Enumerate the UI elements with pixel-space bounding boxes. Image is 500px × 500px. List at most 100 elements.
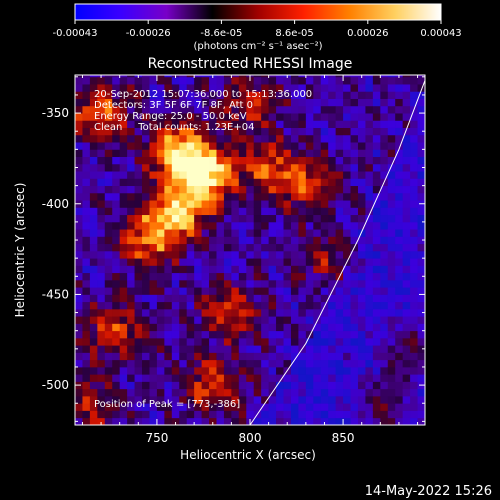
heatmap-cell — [298, 142, 307, 150]
heatmap-cell — [75, 417, 83, 425]
heatmap-cell — [231, 323, 240, 332]
heatmap-cell — [179, 352, 188, 361]
heatmap-cell — [75, 120, 83, 128]
heatmap-cell — [343, 272, 351, 281]
heatmap-cell — [268, 91, 277, 99]
heatmap-cell — [276, 171, 284, 179]
heatmap-cell — [372, 323, 381, 332]
heatmap-cell — [119, 200, 128, 208]
heatmap-cell — [313, 178, 322, 187]
heatmap-cell — [216, 149, 225, 157]
heatmap-cell — [201, 388, 210, 397]
heatmap-cell — [283, 345, 292, 353]
heatmap-cell — [305, 200, 314, 208]
heatmap-cell — [283, 272, 292, 281]
heatmap-cell — [410, 337, 418, 346]
heatmap-cell — [186, 229, 195, 237]
heatmap-cell — [268, 381, 277, 390]
heatmap-cell — [372, 214, 381, 223]
y-tick-label: -400 — [42, 197, 69, 211]
heatmap-cell — [305, 214, 314, 223]
heatmap-cell — [134, 366, 143, 375]
heatmap-cell — [186, 236, 195, 245]
heatmap-cell — [320, 192, 329, 201]
heatmap-cell — [290, 163, 299, 172]
heatmap-cell — [134, 200, 143, 208]
heatmap-cell — [305, 250, 314, 259]
heatmap-cell — [119, 359, 128, 368]
heatmap-cell — [290, 84, 299, 92]
heatmap-cell — [350, 330, 359, 339]
heatmap-cell — [104, 214, 113, 223]
heatmap-cell — [402, 163, 411, 172]
heatmap-cell — [97, 207, 106, 216]
heatmap-cell — [417, 316, 425, 324]
heatmap-cell — [223, 98, 232, 107]
heatmap-cell — [335, 75, 344, 78]
heatmap-cell — [194, 243, 202, 252]
heatmap-cell — [253, 388, 262, 397]
heatmap-cell — [89, 388, 98, 397]
heatmap-cell — [142, 142, 150, 150]
heatmap-cell — [75, 214, 83, 223]
heatmap-cell — [97, 192, 106, 201]
heatmap-cell — [387, 410, 396, 419]
heatmap-cell — [119, 381, 128, 390]
heatmap-cell — [372, 258, 381, 266]
heatmap-cell — [216, 301, 225, 310]
heatmap-cell — [156, 91, 165, 99]
heatmap-cell — [410, 207, 418, 216]
heatmap-cell — [402, 214, 411, 223]
heatmap-cell — [89, 279, 98, 288]
heatmap-cell — [149, 229, 158, 237]
heatmap-cell — [290, 236, 299, 245]
heatmap-cell — [365, 272, 374, 281]
heatmap-cell — [335, 316, 344, 324]
heatmap-cell — [194, 76, 202, 85]
heatmap-cell — [231, 316, 240, 324]
heatmap-cell — [75, 308, 83, 317]
heatmap-cell — [186, 279, 195, 288]
heatmap-cell — [402, 98, 411, 107]
heatmap-cell — [320, 258, 329, 266]
heatmap-cell — [372, 359, 381, 368]
heatmap-cell — [253, 163, 262, 172]
heatmap-cell — [223, 337, 232, 346]
heatmap-cell — [142, 207, 150, 216]
heatmap-cell — [104, 156, 113, 165]
heatmap-cell — [283, 403, 292, 411]
heatmap-cell — [365, 221, 374, 230]
heatmap-cell — [156, 120, 165, 128]
heatmap-cell — [223, 127, 232, 136]
heatmap-cell — [209, 308, 217, 317]
heatmap-cell — [290, 294, 299, 303]
x-tick-label: 750 — [145, 431, 168, 445]
heatmap-cell — [231, 417, 240, 425]
heatmap-cell — [305, 374, 314, 382]
heatmap-cell — [305, 84, 314, 92]
heatmap-cell — [179, 294, 188, 303]
heatmap-cell — [343, 236, 351, 245]
heatmap-cell — [134, 178, 143, 187]
heatmap-cell — [112, 323, 121, 332]
heatmap-cell — [410, 178, 418, 187]
heatmap-cell — [238, 221, 247, 230]
heatmap-cell — [164, 345, 173, 353]
heatmap-cell — [410, 149, 418, 157]
heatmap-cell — [417, 352, 425, 361]
heatmap-cell — [335, 374, 344, 382]
heatmap-cell — [82, 410, 91, 419]
heatmap-cell — [417, 113, 425, 121]
heatmap-cell — [223, 221, 232, 230]
heatmap-cell — [268, 287, 277, 295]
heatmap-cell — [104, 98, 113, 107]
heatmap-cell — [179, 388, 188, 397]
heatmap-cell — [209, 120, 217, 128]
heatmap-cell — [350, 287, 359, 295]
heatmap-cell — [134, 265, 143, 274]
y-tick-label: -350 — [42, 106, 69, 120]
heatmap-cell — [395, 134, 404, 143]
heatmap-cell — [253, 214, 262, 223]
heatmap-cell — [231, 374, 240, 382]
heatmap-cell — [410, 75, 418, 78]
